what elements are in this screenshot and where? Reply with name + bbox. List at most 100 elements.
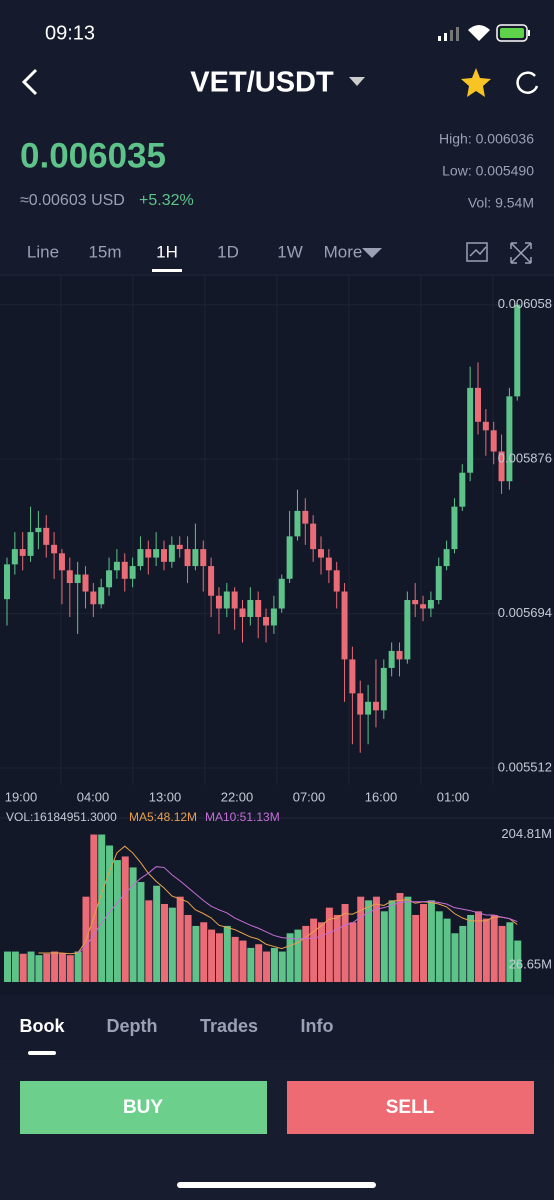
tab[interactable]: Trades bbox=[200, 1016, 258, 1036]
pair-title[interactable]: VET/USDT bbox=[190, 67, 334, 99]
candle-body bbox=[129, 566, 136, 579]
volume-legend: VOL:16184951.3000 bbox=[6, 810, 117, 824]
pair-dropdown[interactable] bbox=[349, 77, 365, 86]
candle-body bbox=[161, 549, 167, 562]
candle-body bbox=[482, 421, 489, 431]
home-indicator bbox=[177, 1182, 376, 1188]
candle-body bbox=[498, 451, 505, 482]
interval-tab[interactable]: 1W bbox=[277, 242, 303, 261]
volume-bar bbox=[51, 951, 59, 982]
volume-bar bbox=[106, 845, 114, 982]
sell-button[interactable] bbox=[287, 1081, 534, 1134]
candle-body bbox=[208, 566, 215, 596]
candle-body bbox=[66, 570, 73, 584]
volume-bar bbox=[129, 867, 137, 982]
volume-bar bbox=[90, 834, 98, 982]
volume-bar bbox=[231, 936, 239, 982]
volume-bar bbox=[451, 933, 459, 982]
volume-bar bbox=[66, 955, 74, 982]
candle-body bbox=[388, 650, 395, 668]
favorite-star[interactable] bbox=[461, 68, 491, 97]
interval-tab[interactable]: 1H bbox=[156, 242, 178, 261]
x-tick-label: 13:00 bbox=[149, 789, 182, 804]
buy-button[interactable] bbox=[20, 1081, 267, 1134]
candle-body bbox=[255, 600, 262, 617]
fullscreen-icon[interactable] bbox=[510, 242, 532, 264]
low: Low: 0.005490 bbox=[442, 163, 534, 179]
back-button[interactable] bbox=[21, 68, 38, 96]
volume-bar bbox=[475, 911, 482, 982]
x-tick-label: 07:00 bbox=[293, 789, 326, 804]
candle-body bbox=[98, 587, 105, 605]
tab[interactable]: Book bbox=[20, 1016, 66, 1036]
high: High: 0.006036 bbox=[439, 131, 534, 147]
interval-tab[interactable]: 15m bbox=[88, 242, 121, 261]
candle-body bbox=[380, 667, 387, 711]
volume-bar bbox=[74, 951, 82, 982]
candle-body bbox=[192, 549, 199, 567]
candle-body bbox=[35, 527, 42, 533]
candle-body bbox=[153, 549, 160, 558]
volume-bar bbox=[357, 896, 365, 982]
volume-bar bbox=[420, 903, 428, 982]
volume-legend: MA10:51.13M bbox=[205, 810, 280, 824]
interval-tab[interactable]: 1D bbox=[217, 242, 239, 261]
candle-body bbox=[223, 591, 230, 609]
volume-bar bbox=[443, 918, 451, 982]
candle-body bbox=[27, 532, 34, 556]
interval-tab[interactable]: More bbox=[324, 242, 363, 261]
x-tick-label: 04:00 bbox=[77, 789, 110, 804]
volume-bar bbox=[27, 951, 35, 982]
more-dropdown[interactable] bbox=[362, 248, 382, 258]
volume-bar bbox=[263, 951, 271, 982]
candle-body bbox=[396, 650, 403, 660]
candle-body bbox=[349, 659, 356, 694]
volume-bar bbox=[153, 885, 161, 982]
tab[interactable]: Info bbox=[301, 1016, 334, 1036]
volume-bar bbox=[498, 925, 506, 982]
candle-body bbox=[168, 544, 175, 562]
candle-body bbox=[427, 600, 434, 609]
volume-bar bbox=[98, 834, 106, 982]
chart-icons bbox=[466, 242, 532, 264]
volume-bar bbox=[396, 893, 404, 982]
y-tick-label: 0.005694 bbox=[498, 605, 552, 620]
tab-bar-bg bbox=[0, 995, 554, 1060]
candle-body bbox=[106, 570, 113, 588]
tab[interactable]: Depth bbox=[107, 1016, 158, 1036]
indicator-icon[interactable] bbox=[466, 242, 488, 262]
volume-bar bbox=[176, 896, 184, 982]
volume-bar bbox=[58, 953, 66, 982]
volume-bar bbox=[506, 922, 514, 982]
volume-bar bbox=[372, 896, 380, 982]
sell-label[interactable]: SELL bbox=[386, 1097, 435, 1118]
volume-bar bbox=[349, 922, 357, 982]
volume-bar bbox=[184, 914, 192, 982]
last-price: 0.006035 bbox=[20, 136, 166, 175]
candle-body bbox=[475, 387, 481, 422]
candle-body bbox=[247, 600, 254, 617]
buy-label[interactable]: BUY bbox=[123, 1097, 163, 1118]
volume-bar bbox=[161, 903, 168, 982]
volume-bar bbox=[19, 953, 27, 982]
candle-body bbox=[82, 574, 89, 592]
volume: Vol: 9.54M bbox=[468, 195, 534, 211]
y-tick-label: 0.005512 bbox=[498, 759, 552, 774]
refresh-button[interactable] bbox=[516, 71, 539, 94]
candle-body bbox=[58, 553, 65, 571]
volume-bar bbox=[482, 918, 490, 982]
candle-body bbox=[365, 701, 372, 715]
candle-body bbox=[294, 510, 301, 537]
volume-bar bbox=[325, 907, 333, 982]
volume-bar bbox=[121, 856, 129, 982]
candle-body bbox=[184, 549, 191, 567]
volume-bar bbox=[223, 925, 231, 982]
volume-bar bbox=[35, 955, 43, 982]
candle-body bbox=[263, 616, 270, 626]
candle-body bbox=[215, 595, 222, 609]
volume-bar bbox=[168, 907, 176, 982]
volume-bar bbox=[490, 914, 498, 982]
interval-tab[interactable]: Line bbox=[27, 242, 59, 261]
candle-body bbox=[514, 304, 521, 397]
volume-bar bbox=[286, 933, 294, 982]
